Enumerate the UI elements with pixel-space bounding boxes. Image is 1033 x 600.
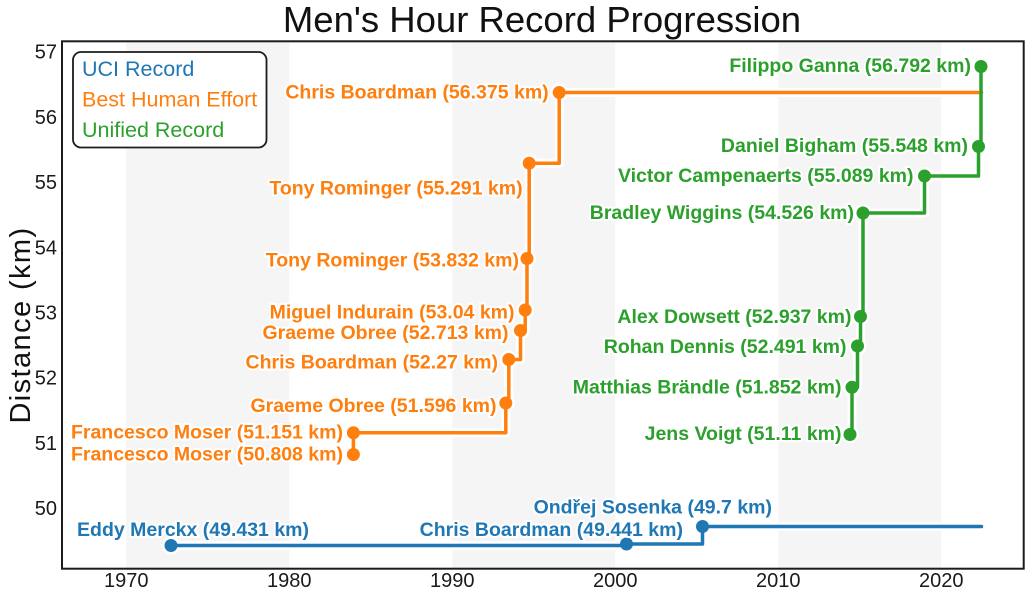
svg-text:UCI Record: UCI Record xyxy=(82,57,194,81)
svg-text:1970: 1970 xyxy=(104,570,149,592)
svg-text:Miguel Indurain (53.04 km): Miguel Indurain (53.04 km) xyxy=(270,302,515,324)
svg-text:Francesco Moser (50.808 km): Francesco Moser (50.808 km) xyxy=(71,444,343,466)
svg-text:Jens Voigt (51.11 km): Jens Voigt (51.11 km) xyxy=(645,423,842,445)
svg-text:Francesco Moser (51.151 km): Francesco Moser (51.151 km) xyxy=(71,422,343,444)
svg-text:Tony Rominger (53.832 km): Tony Rominger (53.832 km) xyxy=(266,250,519,272)
svg-text:2010: 2010 xyxy=(756,570,801,592)
svg-text:56: 56 xyxy=(35,107,57,129)
svg-text:Men's Hour Record Progression: Men's Hour Record Progression xyxy=(283,0,801,40)
svg-text:Ondřej Sosenka (49.7 km): Ondřej Sosenka (49.7 km) xyxy=(534,497,772,519)
svg-text:55: 55 xyxy=(35,172,57,194)
svg-text:52: 52 xyxy=(35,368,57,390)
svg-text:Chris Boardman (56.375 km): Chris Boardman (56.375 km) xyxy=(285,82,548,104)
svg-text:Bradley Wiggins (54.526 km): Bradley Wiggins (54.526 km) xyxy=(590,202,854,224)
svg-text:Victor Campenaerts (55.089 km): Victor Campenaerts (55.089 km) xyxy=(618,165,914,187)
svg-text:Filippo Ganna (56.792 km): Filippo Ganna (56.792 km) xyxy=(729,55,971,77)
svg-text:Distance (km): Distance (km) xyxy=(5,226,37,423)
svg-text:Daniel Bigham (55.548 km): Daniel Bigham (55.548 km) xyxy=(721,135,968,157)
svg-text:1990: 1990 xyxy=(430,570,475,592)
svg-text:53: 53 xyxy=(35,303,57,325)
svg-text:Alex Dowsett (52.937 km): Alex Dowsett (52.937 km) xyxy=(617,306,851,328)
svg-text:1980: 1980 xyxy=(267,570,312,592)
svg-text:54: 54 xyxy=(35,237,57,259)
svg-text:Matthias Brändle (51.852 km): Matthias Brändle (51.852 km) xyxy=(573,377,842,399)
svg-text:Chris Boardman (49.441 km): Chris Boardman (49.441 km) xyxy=(420,519,683,541)
svg-text:Eddy Merckx (49.431 km): Eddy Merckx (49.431 km) xyxy=(77,519,309,541)
svg-text:Tony Rominger (55.291 km): Tony Rominger (55.291 km) xyxy=(269,178,522,200)
svg-text:2020: 2020 xyxy=(919,570,964,592)
svg-text:51: 51 xyxy=(35,433,57,455)
svg-text:Best Human Effort: Best Human Effort xyxy=(82,87,257,111)
svg-text:Chris Boardman (52.27 km): Chris Boardman (52.27 km) xyxy=(245,352,498,374)
svg-text:57: 57 xyxy=(35,42,57,64)
svg-text:Unified Record: Unified Record xyxy=(82,118,224,142)
svg-text:Graeme Obree (51.596 km): Graeme Obree (51.596 km) xyxy=(250,395,496,417)
svg-text:50: 50 xyxy=(35,498,57,520)
svg-text:2000: 2000 xyxy=(593,570,638,592)
svg-text:Rohan Dennis (52.491 km): Rohan Dennis (52.491 km) xyxy=(604,336,847,358)
svg-text:Graeme Obree (52.713 km): Graeme Obree (52.713 km) xyxy=(262,322,508,344)
